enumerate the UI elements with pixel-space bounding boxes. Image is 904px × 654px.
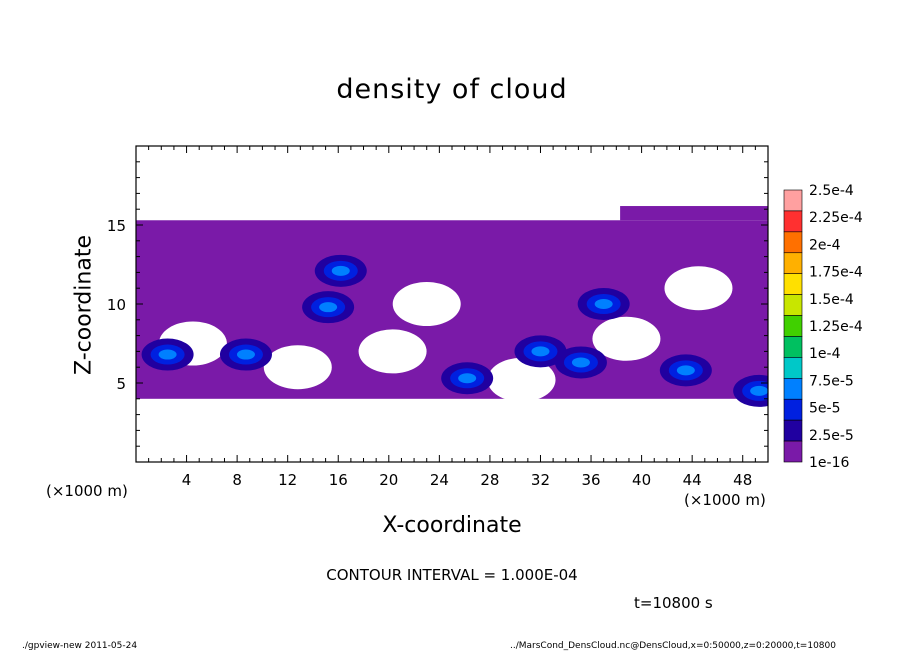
colorbar-label-4: 1.5e-4	[809, 292, 854, 308]
x-tick-label-3: 16	[329, 471, 348, 489]
cloud-gap-3	[392, 282, 461, 326]
colorbar-swatch-12	[783, 440, 803, 463]
contour-interval-label: CONTOUR INTERVAL = 1.000E-04	[326, 566, 578, 584]
colorbar-swatch-7	[783, 336, 803, 358]
colorbar-swatch-10	[783, 398, 803, 421]
plot-area	[136, 206, 768, 407]
x-unit-label-right: (×1000 m)	[684, 491, 766, 509]
time-label: t=10800 s	[634, 594, 713, 612]
cloud-gap-4	[592, 316, 661, 361]
cloud-gap-5	[664, 266, 733, 311]
colorbar-swatch-2	[783, 231, 803, 254]
core-inner-7	[531, 346, 550, 357]
colorbar-label-7: 7.5e-5	[809, 373, 854, 389]
core-inner-8	[594, 299, 613, 309]
colorbar-label-6: 1e-4	[809, 346, 841, 362]
x-axis-label: X-coordinate	[382, 513, 522, 538]
colorbar-label-0: 2.5e-4	[809, 183, 854, 199]
x-tick-label-6: 28	[480, 471, 499, 489]
core-inner-9	[750, 385, 768, 396]
x-tick-label-7: 32	[531, 471, 550, 489]
colorbar-label-1: 2.25e-4	[809, 210, 863, 226]
colorbar-swatch-9	[783, 378, 803, 400]
x-tick-label-9: 40	[632, 471, 651, 489]
chart-title: density of cloud	[336, 74, 568, 105]
colorbar-label-2: 2e-4	[809, 237, 841, 253]
colorbar-label-5: 1.25e-4	[809, 319, 863, 335]
x-tick-label-1: 8	[232, 471, 242, 489]
y-tick-label-2: 15	[107, 217, 126, 235]
core-inner-1	[319, 302, 338, 313]
colorbar: 2.5e-4 2.25e-4 2e-4 1.75e-4 1.5e-4 1.25e-4 1e-…	[783, 183, 863, 471]
x-tick-label-5: 24	[430, 471, 449, 489]
colorbar-label-3: 1.75e-4	[809, 265, 863, 281]
colorbar-swatch-4	[783, 273, 803, 295]
cloud-gap-1	[263, 345, 332, 390]
colorbar-swatch-3	[783, 252, 803, 274]
y-tick-label-0: 5	[116, 375, 126, 393]
core-inner-2	[458, 373, 477, 384]
colorbar-label-9: 2.5e-5	[809, 428, 854, 444]
y-tick-label-1: 10	[107, 296, 126, 314]
x-tick-label-10: 44	[683, 471, 702, 489]
colorbar-swatch-8	[783, 357, 803, 379]
x-tick-label-11: 48	[733, 471, 752, 489]
colorbar-swatch-5	[783, 294, 803, 316]
cloud-gap-6	[487, 357, 556, 402]
core-inner-6	[571, 357, 590, 368]
x-tick-label-8: 36	[581, 471, 600, 489]
core-inner-5	[676, 365, 695, 376]
colorbar-label-10: 1e-16	[809, 455, 849, 471]
core-inner-3	[236, 349, 255, 360]
footer-left: ./gpview-new 2011-05-24	[22, 641, 138, 651]
x-tick-label-2: 12	[278, 471, 297, 489]
cloud-top-bump	[620, 206, 768, 221]
colorbar-swatch-0	[783, 189, 803, 212]
cloud-gap-2	[358, 329, 427, 374]
colorbar-swatch-11	[783, 419, 803, 442]
colorbar-label-8: 5e-5	[809, 401, 840, 417]
x-tick-label-4: 20	[379, 471, 398, 489]
cloud-field	[136, 206, 768, 407]
core-inner-4	[158, 349, 177, 360]
colorbar-swatch-1	[783, 210, 803, 233]
colorbar-swatch-6	[783, 315, 803, 337]
x-tick-label-0: 4	[182, 471, 192, 489]
footer-right: ../MarsCond_DensCloud.nc@DensCloud,x=0:5…	[510, 641, 836, 651]
core-inner-0	[331, 265, 350, 276]
x-unit-label-left: (×1000 m)	[46, 482, 128, 500]
